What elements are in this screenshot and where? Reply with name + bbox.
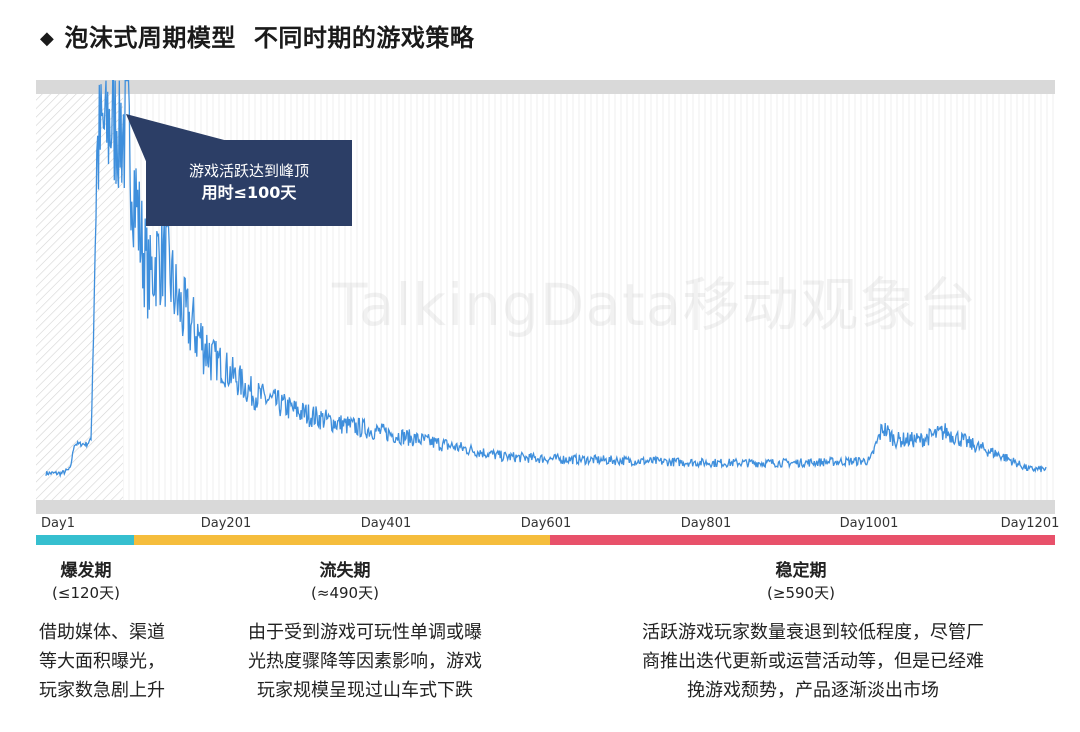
- phase-bar-burst: [36, 535, 134, 545]
- phase-name-churn: 流失期: [319, 561, 371, 581]
- desc-line: 借助媒体、渠道: [39, 622, 165, 643]
- desc-line: 等大面积曝光，: [39, 651, 165, 672]
- desc-line: 挽游戏颓势，产品逐渐淡出市场: [687, 680, 939, 701]
- phase-duration-burst: (≤120天): [52, 584, 120, 602]
- desc-line: 活跃游戏玩家数量衰退到较低程度，尽管厂: [642, 622, 984, 643]
- x-tick-day401: Day401: [360, 516, 412, 531]
- shaded-burst-region: [36, 94, 123, 500]
- callout-line-1: 游戏活跃达到峰顶: [188, 162, 309, 180]
- vertical-gridlines: [122, 94, 1054, 500]
- chart-bottom-band: [36, 500, 1055, 514]
- x-tick-day801: Day801: [680, 516, 732, 531]
- phase-desc-burst: 借助媒体、渠道 等大面积曝光， 玩家数急剧上升: [14, 618, 190, 705]
- page-title: ◆ 泡沫式周期模型 不同时期的游戏策略: [40, 18, 474, 53]
- x-tick-day601: Day601: [520, 516, 572, 531]
- x-tick-day201: Day201: [200, 516, 252, 531]
- phase-name-burst: 爆发期: [60, 561, 112, 581]
- watermark: TalkingData移动观象台: [332, 271, 978, 339]
- desc-line: 光热度骤降等因素影响，游戏: [248, 651, 482, 672]
- chart-top-band: [36, 80, 1055, 94]
- phase-bar-churn: [134, 535, 550, 545]
- line-chart: [36, 79, 1055, 514]
- phase-duration-churn: (≈490天): [311, 584, 379, 602]
- phase-desc-churn: 由于受到游戏可玩性单调或曝 光热度骤降等因素影响，游戏 玩家规模呈现过山车式下跌: [212, 618, 518, 705]
- series-line: [45, 79, 1047, 478]
- phase-name-stable: 稳定期: [775, 561, 827, 581]
- desc-line: 玩家数急剧上升: [39, 680, 165, 701]
- x-tick-day1001: Day1001: [839, 516, 899, 531]
- phase-duration-stable: (≥590天): [767, 584, 835, 602]
- diamond-bullet-icon: ◆: [40, 28, 55, 49]
- phase-bar-stable: [550, 535, 1055, 545]
- desc-line: 商推出迭代更新或运营活动等，但是已经难: [642, 651, 984, 672]
- phase-desc-stable: 活跃游戏玩家数量衰退到较低程度，尽管厂 商推出迭代更新或运营活动等，但是已经难 …: [588, 618, 1038, 705]
- callout-line-2: 用时≤100天: [201, 183, 297, 202]
- x-tick-day1: Day1: [41, 516, 75, 531]
- desc-line: 由于受到游戏可玩性单调或曝: [248, 622, 482, 643]
- title-subtitle: 不同时期的游戏策略: [253, 24, 475, 52]
- desc-line: 玩家规模呈现过山车式下跌: [257, 680, 473, 701]
- peak-callout: 游戏活跃达到峰顶 用时≤100天: [146, 140, 352, 226]
- title-main: 泡沫式周期模型: [64, 24, 236, 52]
- x-tick-day1201: Day1201: [1000, 516, 1060, 531]
